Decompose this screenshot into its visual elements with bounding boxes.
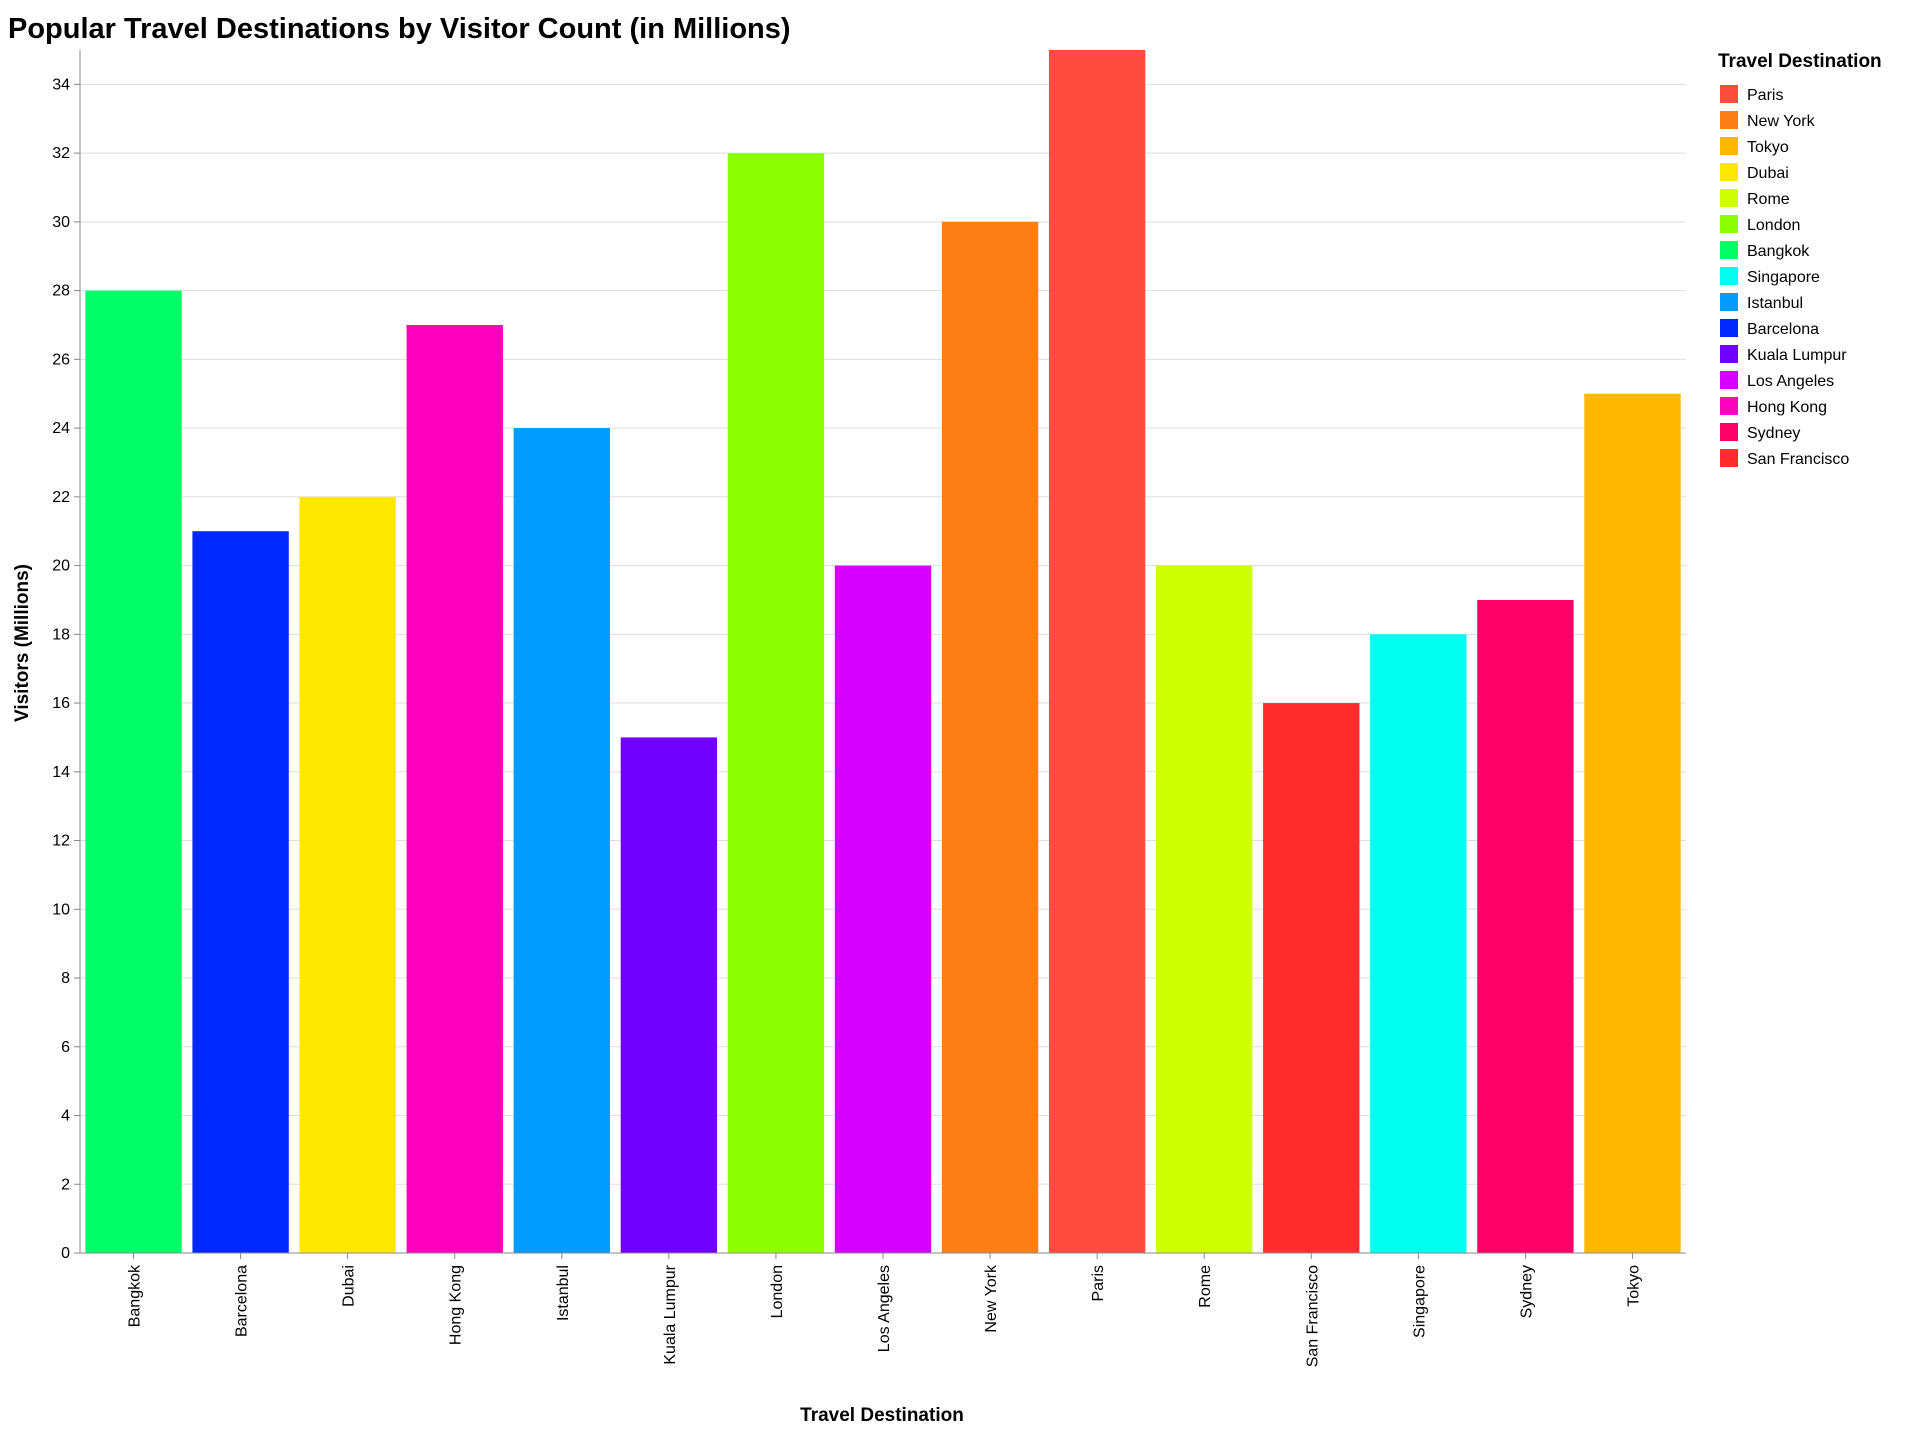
y-tick-label-4: 4	[61, 1108, 70, 1125]
chart-title: Popular Travel Destinations by Visitor C…	[8, 13, 791, 45]
bar-singapore	[1370, 634, 1467, 1253]
x-tick-label-sydney: Sydney	[1518, 1265, 1535, 1318]
y-tick-label-12: 12	[52, 833, 70, 850]
x-tick-label-los-angeles: Los Angeles	[876, 1265, 893, 1352]
legend-label-san-francisco: San Francisco	[1747, 451, 1849, 468]
y-tick-label-2: 2	[61, 1176, 70, 1193]
legend-swatch-new-york	[1720, 111, 1738, 129]
legend-swatch-barcelona	[1720, 319, 1738, 337]
bar-barcelona	[192, 531, 289, 1253]
legend-swatch-london	[1720, 215, 1738, 233]
y-tick-label-0: 0	[61, 1245, 70, 1262]
y-tick-label-34: 34	[52, 76, 70, 93]
legend-swatch-singapore	[1720, 267, 1738, 285]
y-tick-label-30: 30	[52, 214, 70, 231]
legend-label-sydney: Sydney	[1747, 425, 1800, 442]
y-tick-label-20: 20	[52, 558, 70, 575]
legend-label-bangkok: Bangkok	[1747, 243, 1810, 260]
y-tick-label-22: 22	[52, 489, 70, 506]
bars	[85, 50, 1681, 1254]
legend-label-dubai: Dubai	[1747, 165, 1789, 182]
x-tick-label-paris: Paris	[1090, 1265, 1107, 1301]
y-tick-label-32: 32	[52, 145, 70, 162]
legend-swatch-paris	[1720, 85, 1738, 103]
y-tick-label-10: 10	[52, 901, 70, 918]
y-tick-label-8: 8	[61, 970, 70, 987]
x-tick-label-kuala-lumpur: Kuala Lumpur	[662, 1264, 679, 1364]
legend-swatch-bangkok	[1720, 241, 1738, 259]
x-tick-label-london: London	[769, 1265, 786, 1318]
bar-hong-kong	[406, 324, 503, 1253]
bar-kuala-lumpur	[620, 737, 718, 1253]
legend-swatch-los-angeles	[1720, 371, 1738, 389]
x-axis-ticks: Bangkok Barcelona Dubai Hong Kong Istanbul Ku…	[127, 1253, 1642, 1367]
bar-sydney	[1477, 599, 1574, 1253]
legend-swatch-kuala-lumpur	[1720, 345, 1738, 363]
y-axis-title: Visitors (Millions)	[12, 564, 33, 722]
x-tick-label-san-francisco: San Francisco	[1304, 1265, 1321, 1367]
legend-label-paris: Paris	[1747, 87, 1783, 104]
bar-istanbul	[513, 428, 610, 1254]
y-tick-label-24: 24	[52, 420, 70, 437]
bar-new-york	[941, 221, 1039, 1253]
bar-los-angeles	[834, 565, 932, 1253]
bar-san-francisco	[1263, 703, 1360, 1253]
y-tick-label-26: 26	[52, 351, 70, 368]
legend-label-los-angeles: Los Angeles	[1747, 373, 1834, 390]
bar-bangkok	[85, 290, 182, 1254]
legend-swatch-istanbul	[1720, 293, 1738, 311]
legend-label-singapore: Singapore	[1747, 269, 1820, 286]
legend-swatch-rome	[1720, 189, 1738, 207]
y-tick-label-18: 18	[52, 626, 70, 643]
x-tick-label-rome: Rome	[1197, 1265, 1214, 1308]
y-tick-label-16: 16	[52, 695, 70, 712]
x-tick-label-hong-kong: Hong Kong	[448, 1265, 465, 1345]
legend-swatch-dubai	[1720, 163, 1738, 181]
legend-swatch-sydney	[1720, 423, 1738, 441]
legend-label-tokyo: Tokyo	[1747, 139, 1789, 156]
bar-rome	[1156, 565, 1253, 1253]
legend-swatch-hong-kong	[1720, 397, 1738, 415]
legend-label-new-york: New York	[1747, 113, 1816, 130]
y-tick-label-28: 28	[52, 283, 70, 300]
bar-london	[727, 153, 825, 1254]
bar-dubai	[299, 496, 396, 1253]
x-tick-label-dubai: Dubai	[341, 1265, 358, 1307]
legend-label-hong-kong: Hong Kong	[1747, 399, 1827, 416]
legend-label-rome: Rome	[1747, 191, 1790, 208]
legend-label-istanbul: Istanbul	[1747, 295, 1803, 312]
x-tick-label-barcelona: Barcelona	[234, 1265, 251, 1337]
x-tick-label-bangkok: Bangkok	[127, 1264, 144, 1327]
legend-label-barcelona: Barcelona	[1747, 321, 1819, 338]
x-tick-label-singapore: Singapore	[1411, 1265, 1428, 1338]
x-axis-title: Travel Destination	[800, 1405, 964, 1426]
y-tick-label-6: 6	[61, 1039, 70, 1056]
x-tick-label-tokyo: Tokyo	[1625, 1265, 1642, 1307]
x-tick-label-new-york: New York	[983, 1264, 1000, 1333]
legend-swatch-san-francisco	[1720, 449, 1738, 467]
legend-swatch-tokyo	[1720, 137, 1738, 155]
y-tick-label-14: 14	[52, 764, 70, 781]
legend-title: Travel Destination	[1718, 51, 1882, 72]
bar-tokyo	[1584, 393, 1681, 1253]
legend-label-london: London	[1747, 217, 1800, 234]
x-tick-label-istanbul: Istanbul	[555, 1265, 572, 1321]
legend: Travel Destination Paris New York Tokyo Dub…	[1718, 51, 1882, 468]
legend-label-kuala-lumpur: Kuala Lumpur	[1747, 347, 1847, 364]
bar-paris	[1048, 50, 1146, 1253]
